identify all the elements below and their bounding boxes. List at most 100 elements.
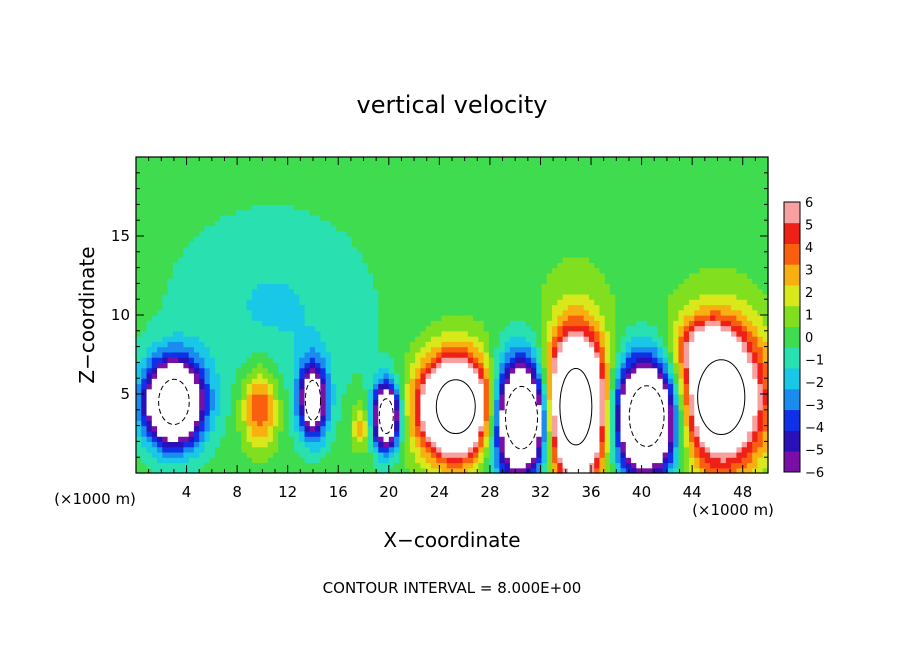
- heatmap-cell: [641, 467, 648, 474]
- heatmap-cell: [151, 320, 158, 327]
- heatmap-cell: [662, 325, 669, 332]
- heatmap-cell: [541, 351, 548, 358]
- heatmap-cell: [236, 420, 242, 427]
- heatmap-cell: [478, 436, 485, 442]
- heatmap-cell: [341, 351, 348, 358]
- heatmap-cell: [257, 357, 263, 363]
- heatmap-cell: [720, 330, 727, 337]
- heatmap-cell: [499, 399, 506, 406]
- heatmap-cell: [625, 378, 632, 385]
- heatmap-cell: [151, 330, 158, 337]
- heatmap-cell: [715, 367, 722, 374]
- heatmap-cell: [583, 383, 590, 390]
- heatmap-cell: [646, 304, 653, 311]
- heatmap-cell: [209, 436, 216, 442]
- chart-title: vertical velocity: [357, 91, 548, 119]
- heatmap-cell: [583, 436, 590, 442]
- heatmap-cell: [541, 357, 548, 363]
- heatmap-cell: [578, 309, 585, 316]
- heatmap-cell: [330, 262, 337, 269]
- heatmap-cell: [631, 320, 637, 327]
- heatmap-cell: [420, 267, 427, 274]
- heatmap-cell: [720, 457, 727, 464]
- heatmap-cell: [151, 462, 158, 469]
- heatmap-cell: [594, 304, 601, 311]
- heatmap-cell: [662, 467, 669, 474]
- heatmap-cell: [336, 357, 342, 363]
- heatmap-cell: [309, 304, 316, 311]
- heatmap-cell: [520, 267, 527, 274]
- heatmap-cell: [251, 420, 258, 427]
- heatmap-cell: [257, 309, 263, 316]
- heatmap-cell: [141, 330, 148, 337]
- heatmap-cell: [525, 378, 532, 385]
- heatmap-cell: [625, 320, 632, 327]
- heatmap-cell: [546, 394, 553, 400]
- heatmap-cell: [225, 351, 232, 358]
- heatmap-cell: [620, 309, 627, 316]
- heatmap-cell: [757, 415, 764, 421]
- heatmap-cell: [583, 378, 590, 385]
- heatmap-cell: [304, 441, 311, 448]
- heatmap-cell: [646, 315, 653, 321]
- heatmap-cell: [193, 341, 200, 348]
- heatmap-cell: [262, 309, 269, 316]
- heatmap-cell: [509, 315, 516, 321]
- heatmap-cell: [420, 346, 427, 353]
- heatmap-cell: [467, 272, 474, 279]
- heatmap-cell: [673, 341, 680, 348]
- heatmap-cell: [546, 446, 553, 453]
- heatmap-cell: [193, 278, 200, 284]
- heatmap-cell: [736, 415, 743, 421]
- heatmap-cell: [351, 283, 358, 290]
- heatmap-cell: [383, 404, 390, 411]
- heatmap-cell: [257, 441, 263, 448]
- heatmap-cell: [341, 325, 348, 332]
- heatmap-cell: [531, 404, 537, 411]
- heatmap-cell: [146, 357, 153, 363]
- heatmap-cell: [383, 293, 390, 300]
- heatmap-cell: [699, 404, 706, 411]
- heatmap-cell: [346, 257, 353, 263]
- heatmap-cell: [504, 320, 511, 327]
- heatmap-cell: [515, 267, 522, 274]
- heatmap-cell: [646, 383, 653, 390]
- heatmap-cell: [283, 341, 290, 348]
- heatmap-cell: [741, 346, 748, 353]
- heatmap-cell: [425, 383, 432, 390]
- heatmap-cell: [157, 272, 163, 279]
- heatmap-cell: [162, 283, 169, 290]
- heatmap-cell: [599, 394, 606, 400]
- heatmap-cell: [525, 441, 532, 448]
- heatmap-cell: [494, 315, 500, 321]
- heatmap-cell: [573, 399, 579, 406]
- heatmap-cell: [631, 399, 637, 406]
- heatmap-cell: [620, 378, 627, 385]
- heatmap-cell: [546, 372, 553, 379]
- heatmap-cell: [557, 430, 564, 437]
- heatmap-cell: [304, 299, 311, 306]
- heatmap-cell: [741, 409, 748, 416]
- heatmap-cell: [641, 320, 648, 327]
- heatmap-cell: [536, 362, 543, 369]
- heatmap-cell: [715, 436, 722, 442]
- heatmap-cell: [157, 283, 163, 290]
- heatmap-cell: [752, 267, 759, 274]
- heatmap-cell: [646, 394, 653, 400]
- heatmap-cell: [288, 346, 295, 353]
- heatmap-cell: [525, 399, 532, 406]
- heatmap-cell: [357, 457, 364, 464]
- heatmap-cell: [415, 272, 421, 279]
- heatmap-cell: [736, 315, 743, 321]
- heatmap-cell: [499, 446, 506, 453]
- heatmap-cell: [625, 357, 632, 363]
- heatmap-cell: [136, 272, 142, 279]
- heatmap-cell: [641, 283, 648, 290]
- heatmap-cell: [188, 351, 195, 358]
- heatmap-cell: [204, 330, 211, 337]
- heatmap-cell: [746, 315, 753, 321]
- heatmap-cell: [636, 257, 643, 263]
- heatmap-cell: [452, 388, 458, 395]
- heatmap-cell: [488, 320, 495, 327]
- heatmap-cell: [346, 383, 353, 390]
